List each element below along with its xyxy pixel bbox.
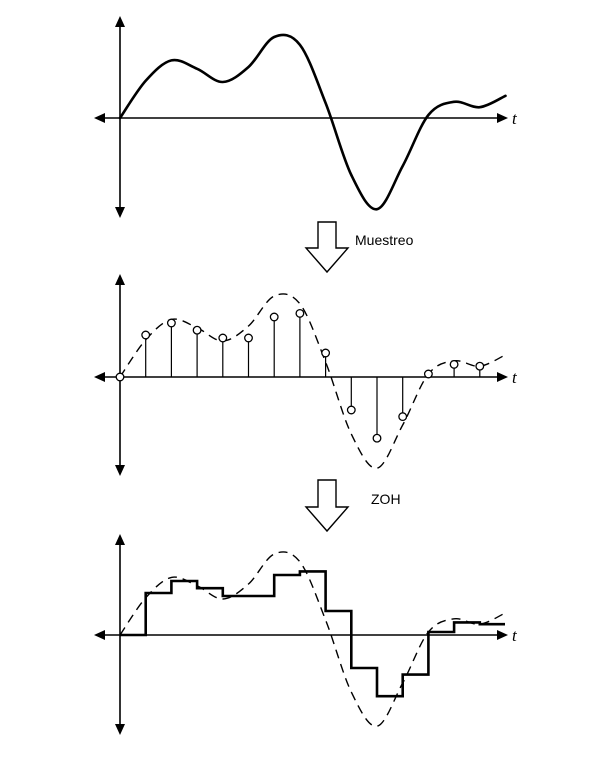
continuous-signal-panel: t (94, 16, 518, 218)
zoh-staircase (120, 570, 505, 698)
continuous-signal-curve (118, 33, 507, 211)
time-axis-label: t (512, 109, 518, 128)
sample-point (346, 405, 356, 415)
axis-arrow-down-icon (115, 465, 125, 476)
axis-arrow-left-icon (94, 630, 105, 640)
zoh-step-arrow: ZOH (304, 479, 401, 533)
sample-point (423, 369, 433, 379)
sample-point (115, 372, 125, 382)
axis-arrow-right-icon (497, 113, 508, 123)
reference-signal-dashed (119, 551, 506, 727)
axis-arrow-left-icon (94, 372, 105, 382)
zoh-label: ZOH (371, 491, 401, 507)
axis-arrow-up-icon (115, 274, 125, 285)
sampling-step-arrow: Muestreo (304, 221, 414, 274)
sample-point (218, 333, 228, 343)
sample-point (475, 361, 485, 371)
axis-arrow-up-icon (115, 534, 125, 545)
sample-point (398, 412, 408, 422)
sample-point (372, 433, 382, 443)
sample-point (269, 312, 279, 322)
sample-point (449, 359, 459, 369)
axis-arrow-right-icon (497, 630, 508, 640)
axis-arrow-left-icon (94, 113, 105, 123)
time-axis-label: t (512, 626, 518, 645)
sampled-signal-panel: t (94, 274, 518, 476)
axis-arrow-down-icon (115, 724, 125, 735)
sample-point (166, 318, 176, 328)
axis-arrow-right-icon (497, 372, 508, 382)
down-arrow-icon (304, 479, 350, 533)
sample-point (141, 330, 151, 340)
time-axis-label: t (512, 368, 518, 387)
sample-point (244, 333, 253, 343)
sample-point (321, 348, 331, 358)
sample-point (192, 325, 202, 335)
axis-arrow-up-icon (115, 16, 125, 27)
sample-point (295, 308, 305, 318)
down-arrow-icon (304, 221, 350, 274)
zoh-signal-panel: t (94, 534, 518, 735)
sampling-label: Muestreo (355, 232, 414, 248)
reference-signal-dashed (119, 293, 506, 469)
axis-arrow-down-icon (115, 207, 125, 218)
